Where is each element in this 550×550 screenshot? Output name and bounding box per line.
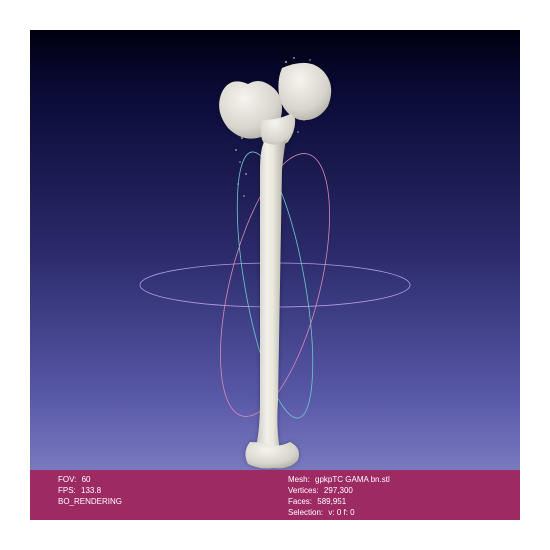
status-right-block: Mesh: gpkpTC GAMA bn.stl Vertices: 297,3…	[288, 474, 390, 518]
status-selection: Selection: v: 0 f: 0	[288, 507, 390, 518]
status-selection-value: v: 0 f: 0	[328, 508, 354, 517]
viewport-3d[interactable]	[30, 30, 520, 520]
status-left-block: FOV: 60 FPS: 133.8 BO_RENDERING	[58, 474, 218, 507]
status-vertices-label: Vertices:	[288, 486, 319, 495]
status-fov-value: 60	[82, 475, 91, 484]
status-vertices: Vertices: 297,300	[288, 485, 390, 496]
status-mesh-label: Mesh:	[288, 475, 310, 484]
status-faces-value: 589,951	[317, 497, 346, 506]
app-frame: FOV: 60 FPS: 133.8 BO_RENDERING Mesh: gp…	[30, 30, 520, 520]
status-fps-label: FPS:	[58, 486, 76, 495]
status-fps-value: 133.8	[81, 486, 101, 495]
status-vertices-value: 297,300	[324, 486, 353, 495]
status-mesh: Mesh: gpkpTC GAMA bn.stl	[288, 474, 390, 485]
mesh-model[interactable]	[190, 50, 360, 470]
status-bar: FOV: 60 FPS: 133.8 BO_RENDERING Mesh: gp…	[30, 470, 520, 520]
status-fov: FOV: 60	[58, 474, 218, 485]
status-selection-label: Selection:	[288, 508, 323, 517]
status-faces: Faces: 589,951	[288, 496, 390, 507]
status-rendering: BO_RENDERING	[58, 496, 218, 507]
status-mesh-value: gpkpTC GAMA bn.stl	[315, 475, 390, 484]
status-rendering-label: BO_RENDERING	[58, 497, 122, 506]
status-fps: FPS: 133.8	[58, 485, 218, 496]
status-fov-label: FOV:	[58, 475, 76, 484]
status-faces-label: Faces:	[288, 497, 312, 506]
